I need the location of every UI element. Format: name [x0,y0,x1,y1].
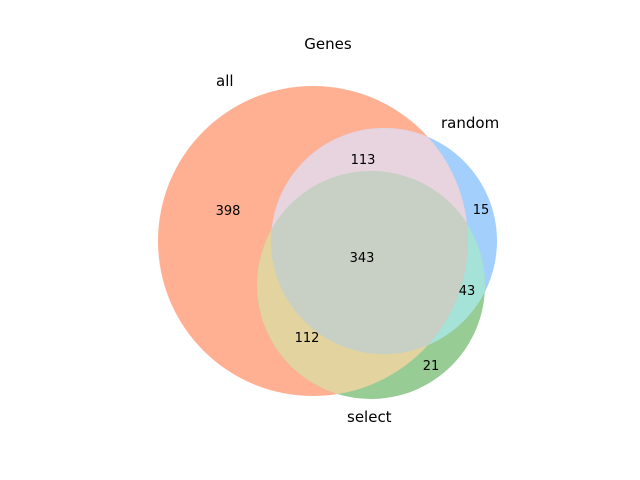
diagram-title: Genes [304,35,352,53]
count-random-only: 15 [473,203,490,218]
count-all-select: 112 [295,331,320,346]
count-all-random-select: 343 [350,251,375,266]
set-label-all: all [216,72,234,90]
set-label-select: select [347,408,392,426]
count-select-only: 21 [423,359,440,374]
count-all-only: 398 [216,204,241,219]
count-all-random: 113 [351,153,376,168]
count-random-select: 43 [459,284,476,299]
set-label-random: random [441,114,499,132]
